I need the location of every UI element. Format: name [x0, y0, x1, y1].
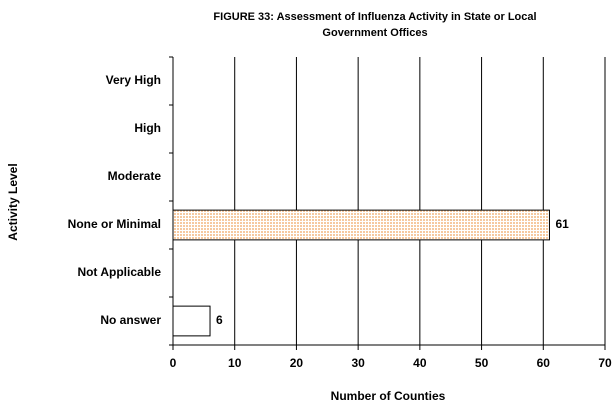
y-tick-label: None or Minimal: [68, 217, 161, 231]
x-tick-label: 20: [290, 356, 304, 370]
data-label: 6: [216, 313, 223, 327]
x-tick-label: 40: [413, 356, 427, 370]
x-tick-label: 60: [537, 356, 551, 370]
y-tick-label: Very High: [106, 73, 161, 87]
x-axis-label: Number of Counties: [331, 389, 446, 403]
chart-title: FIGURE 33: Assessment of Influenza Activ…: [213, 11, 536, 23]
y-tick-label: Not Applicable: [77, 265, 161, 279]
bar: [172, 305, 211, 337]
x-tick-label: 50: [475, 356, 489, 370]
x-tick-label: 0: [170, 356, 177, 370]
y-axis-label: Activity Level: [6, 163, 20, 240]
y-tick-label: High: [134, 121, 161, 135]
x-tick-label: 70: [598, 356, 612, 370]
y-tick-label: Moderate: [108, 169, 162, 183]
x-tick-label: 10: [228, 356, 242, 370]
bar: [172, 209, 550, 241]
chart-title: Government Offices: [322, 27, 427, 39]
data-label: 61: [555, 217, 569, 231]
plot-area: [173, 57, 605, 345]
x-tick-label: 30: [351, 356, 365, 370]
y-tick-label: No answer: [100, 313, 161, 327]
